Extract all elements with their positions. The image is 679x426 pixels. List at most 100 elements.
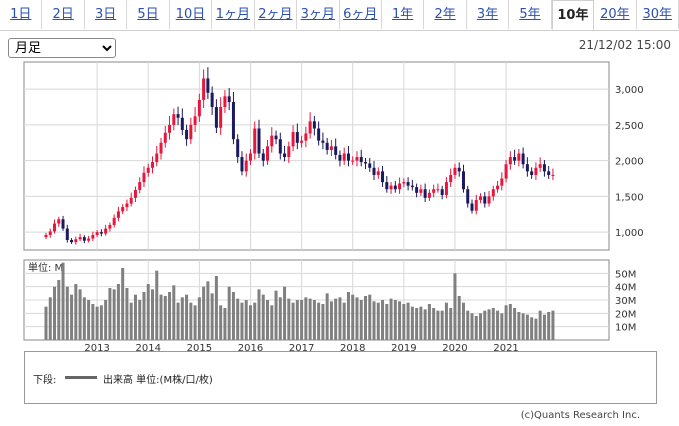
x-tick-label: 2019 [391,343,416,351]
volume-bar [295,300,299,340]
candle-body [525,164,529,172]
candle-body [308,121,312,134]
volume-tick-label: 50M [615,269,636,280]
candle-body [261,153,265,161]
tab-14[interactable]: 20年 [594,0,637,29]
tab-8[interactable]: 6ヶ月 [340,0,382,29]
candle-body [231,102,235,140]
volume-bar [78,289,82,340]
tab-2[interactable]: 3日 [85,0,128,29]
volume-bar [231,292,235,340]
candle-body [312,121,316,129]
volume-bar [521,313,525,340]
candle-body [44,234,48,238]
volume-bar [146,284,150,340]
volume-bar [530,317,534,340]
x-tick-label: 2018 [340,343,365,351]
tab-9[interactable]: 1年 [382,0,425,29]
volume-bar [266,300,270,340]
candle-body [359,157,363,163]
tab-6[interactable]: 2ヶ月 [255,0,298,29]
tab-10[interactable]: 2年 [424,0,467,29]
volume-bar [142,292,146,340]
volume-bar [133,294,137,340]
volume-bar [457,296,461,340]
volume-bar [423,309,427,340]
tab-0[interactable]: 1日 [0,0,43,29]
candle-body [466,189,470,204]
candle-body [82,237,86,241]
candle-body [108,224,112,229]
legend-box: 下段: 出来高 単位:(M株/口/枚) [24,351,657,404]
volume-bar [419,306,423,340]
candle-body [48,231,52,235]
candle-body [287,146,291,158]
volume-bar [48,297,52,340]
x-tick-label: 2013 [84,343,109,351]
candle-body [240,157,244,172]
volume-bar [104,300,108,340]
volume-bar [108,288,112,340]
tab-3[interactable]: 5日 [127,0,170,29]
candle-body [530,171,534,175]
candle-body [104,228,108,234]
candle-body [206,78,210,93]
candle-body [142,172,146,183]
candle-body [346,153,350,161]
candle-body [74,239,78,243]
tab-4[interactable]: 10日 [170,0,213,29]
volume-bar [410,306,414,340]
volume-bar [240,302,244,340]
volume-bar [402,304,406,340]
x-tick-label: 2017 [289,343,314,351]
candle-body [274,135,278,140]
candle-body [87,238,91,241]
volume-bar [491,308,495,340]
volume-bar [364,296,367,340]
volume-bar [329,301,333,340]
volume-bar [180,297,184,340]
price-panel [23,61,610,251]
tab-11[interactable]: 3年 [467,0,510,29]
candle-body [449,174,453,183]
candle-body [266,146,270,161]
volume-bar [317,302,321,340]
candle-body [427,192,431,198]
candle-body [116,211,120,218]
candle-body [197,99,201,117]
volume-bar [70,294,74,340]
volume-bar [214,276,218,340]
volume-bar [453,273,457,340]
candle-body [236,139,240,158]
volume-bar [351,294,355,340]
volume-bar [112,289,116,340]
volume-bar [359,300,363,340]
volume-bar [436,310,440,340]
volume-bar [449,308,453,340]
volume-bar [121,268,125,340]
volume-bar [381,300,385,340]
volume-bar [223,308,227,340]
tab-7[interactable]: 3ヶ月 [297,0,340,29]
tab-12[interactable]: 5年 [509,0,552,29]
volume-bar [185,294,189,340]
tab-15[interactable]: 30年 [637,0,679,29]
candle-body [99,232,103,234]
candle-body [193,116,197,125]
candle-body [300,140,304,143]
candle-body [202,78,206,100]
candle-body [295,132,299,143]
tab-13[interactable]: 10年 [551,0,595,30]
volume-bar [513,308,517,340]
candle-body [453,167,457,175]
interval-select[interactable]: 月足 [8,38,116,58]
tab-1[interactable]: 2日 [42,0,85,29]
volume-bar [278,297,282,340]
candle-body [338,154,342,161]
price-tick-label: 2,500 [615,121,644,132]
volume-bar [346,292,350,340]
tab-5[interactable]: 1ヶ月 [212,0,255,29]
copyright: (c)Quants Research Inc. [520,410,640,421]
candle-body [334,146,338,155]
candle-body [304,133,308,141]
